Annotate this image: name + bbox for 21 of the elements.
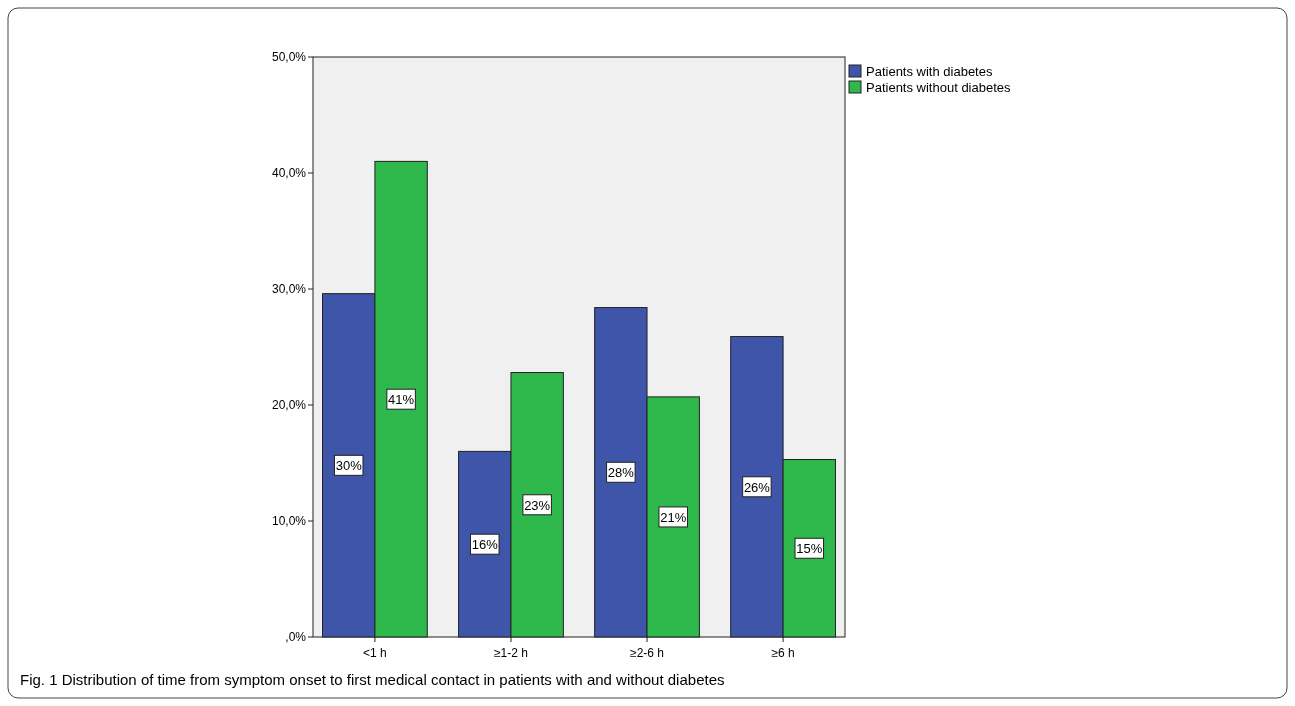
- legend-label: Patients without diabetes: [866, 80, 1012, 95]
- y-tick-label: ,0%: [285, 630, 307, 644]
- data-label: 21%: [660, 509, 687, 525]
- x-tick-label: ≥6 h: [771, 646, 795, 660]
- y-tick-label: 40,0%: [271, 166, 307, 180]
- data-label: 26%: [743, 479, 771, 495]
- data-label: 28%: [607, 465, 635, 481]
- y-tick-label: 30,0%: [271, 282, 307, 296]
- data-label: 30%: [335, 458, 363, 474]
- x-tick-label: <1 h: [363, 646, 387, 660]
- caption: Fig. 1 Distribution of time from symptom onset to first medical contact in patients with and without diabetes: [20, 671, 725, 688]
- data-label: 16%: [471, 537, 499, 553]
- legend-label: Patients with diabetes: [866, 64, 993, 79]
- data-label: 41%: [388, 392, 415, 408]
- y-tick-label: 50,0%: [271, 50, 307, 64]
- data-label: 23%: [524, 497, 551, 513]
- x-tick-label: ≥1-2 h: [494, 646, 528, 660]
- data-label: 15%: [796, 541, 823, 557]
- y-tick-label: 20,0%: [271, 398, 307, 412]
- x-tick-label: ≥2-6 h: [630, 646, 664, 660]
- y-tick-label: 10,0%: [271, 514, 307, 528]
